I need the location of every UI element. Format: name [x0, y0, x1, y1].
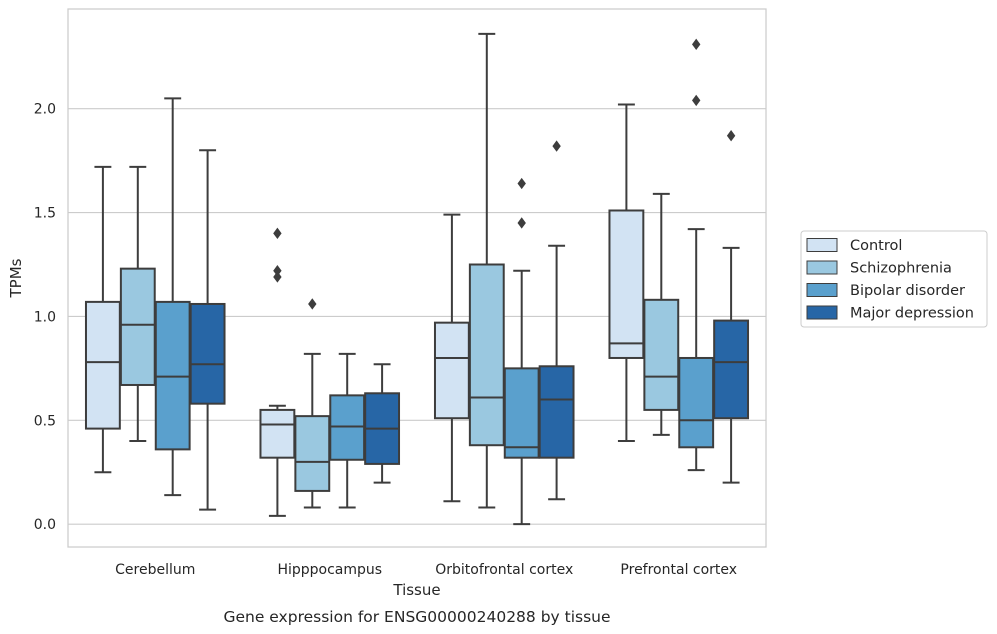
box-control	[608, 103, 645, 443]
box-plot-marks	[84, 32, 750, 526]
plot-frame	[67, 8, 767, 548]
legend-swatch	[806, 238, 838, 252]
y-tick-label: 0.0	[34, 517, 56, 533]
outlier-point	[273, 227, 282, 240]
x-axis-label: Tissue	[392, 581, 440, 599]
outlier-point	[692, 38, 701, 50]
y-tick-label: 1.5	[34, 206, 56, 222]
outlier-point	[517, 217, 526, 229]
box-body	[189, 302, 226, 405]
legend-label: Control	[850, 238, 902, 254]
box-schizophrenia	[643, 192, 680, 436]
legend-label: Major depression	[850, 306, 974, 322]
box-schizophrenia	[468, 32, 505, 509]
box-schizophrenia	[294, 298, 331, 509]
box-body	[713, 319, 750, 420]
box-bipolar-disorder	[329, 352, 366, 509]
legend-swatch	[806, 260, 838, 275]
box-major-depression	[189, 149, 226, 511]
box-control	[433, 213, 470, 503]
box-major-depression	[713, 130, 750, 484]
box-schizophrenia	[119, 165, 156, 443]
outlier-point	[517, 177, 526, 190]
legend-swatch	[806, 305, 838, 320]
box-body	[259, 408, 296, 459]
box-body	[329, 394, 366, 461]
box-bipolar-disorder	[678, 38, 715, 472]
box-body	[538, 365, 575, 459]
box-body	[468, 263, 505, 447]
chart-caption: Gene expression for ENSG00000240288 by t…	[223, 608, 610, 626]
y-tick-label: 1.0	[34, 309, 56, 325]
box-body	[84, 300, 121, 430]
box-bipolar-disorder	[503, 177, 540, 526]
outlier-point	[273, 271, 282, 283]
box-body	[608, 209, 645, 359]
legend-label: Bipolar disorder	[850, 283, 965, 299]
box-body	[294, 415, 331, 492]
y-tick-label: 0.5	[34, 413, 56, 429]
y-axis-label: TPMs	[7, 258, 25, 298]
legend: Control Schizophrenia Bipolar disorder Majo…	[800, 230, 988, 328]
x-tick-labels: Cerebellum Hipppocampus Orbitofrontal cort…	[115, 562, 737, 578]
box-body	[433, 321, 470, 420]
outlier-point	[726, 130, 736, 142]
outlier-point	[308, 298, 317, 310]
box-body	[503, 367, 540, 459]
box-major-depression	[538, 140, 575, 501]
box-bipolar-disorder	[154, 97, 191, 497]
plot-background	[68, 9, 766, 547]
x-tick-label: Cerebellum	[115, 562, 195, 578]
legend-swatch	[806, 283, 838, 297]
legend-label: Schizophrenia	[850, 261, 952, 277]
box-control	[259, 227, 296, 517]
legend-frame	[800, 230, 988, 328]
y-tick-labels: 0.0 0.5 1.0 1.5 2.0	[34, 102, 56, 533]
y-tick-label: 2.0	[34, 102, 56, 118]
outlier-point	[552, 140, 561, 152]
box-control	[84, 165, 121, 474]
box-body	[643, 298, 680, 411]
x-tick-label: Prefrontal cortex	[620, 562, 737, 578]
x-tick-label: Orbitofrontal cortex	[435, 562, 573, 578]
outlier-point	[692, 94, 701, 107]
box-body	[119, 267, 156, 386]
box-body	[678, 356, 715, 449]
outlier-point	[273, 265, 282, 277]
box-major-depression	[364, 363, 401, 484]
x-tick-label: Hipppocampus	[277, 562, 382, 578]
box-body	[154, 300, 191, 451]
